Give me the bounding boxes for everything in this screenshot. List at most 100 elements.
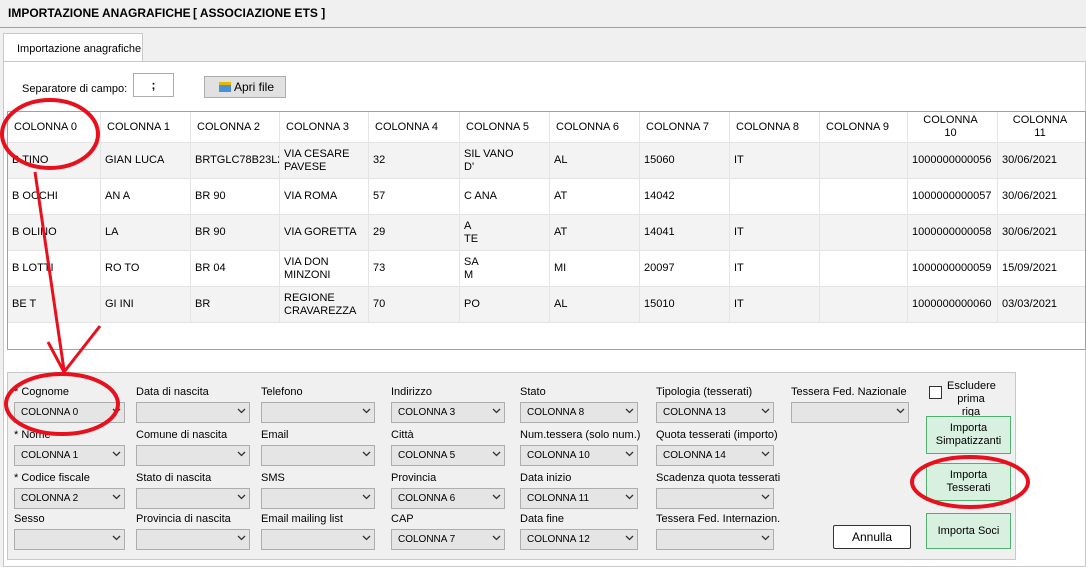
column-header[interactable]: COLONNA 11 [998,112,1085,143]
table-cell: AL [550,287,640,323]
table-cell: 1000000000058 [908,215,998,251]
field-label: Tipologia (tesserati) [656,386,753,398]
table-cell: 73 [369,251,460,287]
tab-importazione-anagrafiche[interactable]: Importazione anagrafiche [3,33,143,61]
chevron-down-icon [237,494,246,502]
column-header[interactable]: COLONNA 9 [820,112,908,143]
chevron-down-icon [761,535,770,543]
table-cell: LA [101,215,191,251]
table-cell: GI INI [101,287,191,323]
column-select[interactable] [14,529,125,550]
column-header[interactable]: COLONNA 6 [550,112,640,143]
column-select[interactable]: COLONNA 2 [14,488,125,509]
chevron-down-icon [761,451,770,459]
field-label: SMS [261,472,285,484]
field-label: Comune di nascita [136,429,228,441]
column-select[interactable] [261,488,375,509]
column-header[interactable]: COLONNA 5 [460,112,550,143]
column-select[interactable]: COLONNA 12 [520,529,638,550]
field-label: Email [261,429,289,441]
field-label: Email mailing list [261,513,343,525]
column-select[interactable]: COLONNA 6 [391,488,505,509]
column-select[interactable]: COLONNA 0 [14,402,125,423]
table-cell: IT [730,143,820,179]
table-cell: MI [550,251,640,287]
column-header[interactable]: COLONNA 2 [191,112,280,143]
column-select[interactable] [136,402,250,423]
chevron-down-icon [625,408,634,416]
table-cell [820,215,908,251]
table-cell: RO TO [101,251,191,287]
table-cell: 14041 [640,215,730,251]
table-cell: BE T [8,287,101,323]
table-cell: AN A [101,179,191,215]
field-label: Città [391,429,414,441]
field-label: Stato [520,386,546,398]
column-select-value: COLONNA 2 [21,493,79,504]
column-select[interactable]: COLONNA 8 [520,402,638,423]
column-select-value: COLONNA 12 [527,534,590,545]
column-select[interactable] [136,488,250,509]
column-select[interactable] [656,529,774,550]
table-cell: 03/03/2021 [998,287,1085,323]
table-cell [730,179,820,215]
table-cell [820,179,908,215]
table-cell: IT [730,287,820,323]
window-subtitle: [ ASSOCIAZIONE ETS ] [193,6,326,20]
column-select[interactable]: COLONNA 7 [391,529,505,550]
field-label: CAP [391,513,414,525]
column-header[interactable]: COLONNA 7 [640,112,730,143]
column-header[interactable]: COLONNA 10 [908,112,998,143]
table-cell: 1000000000059 [908,251,998,287]
column-select-value: COLONNA 14 [663,450,726,461]
column-select[interactable]: COLONNA 13 [656,402,774,423]
table-row[interactable]: B LOTTI RO TO BR 04 VIA DON MINZONI 73 SA M MI… [8,251,1085,287]
field-label: Data inizio [520,472,572,484]
column-select[interactable]: COLONNA 10 [520,445,638,466]
import-sympathizers-button[interactable]: Importa Simpatizzanti [926,416,1011,454]
table-row[interactable]: BE T GI INI BR REGIONE CRAVAREZZA 70 PO AL 150… [8,287,1085,323]
grid-header-row[interactable]: COLONNA 0 COLONNA 1 COLONNA 2 COLONNA 3 COLO… [8,112,1085,143]
exclude-first-row-checkbox[interactable] [929,386,942,399]
column-select[interactable]: COLONNA 1 [14,445,125,466]
column-header[interactable]: COLONNA 8 [730,112,820,143]
column-header[interactable]: COLONNA 4 [369,112,460,143]
table-cell: IT [730,251,820,287]
column-select[interactable]: COLONNA 3 [391,402,505,423]
column-select[interactable] [791,402,909,423]
field-label: * Nome [14,429,51,441]
separator-input[interactable]: ; [133,73,174,97]
column-select[interactable] [656,488,774,509]
chevron-down-icon [237,535,246,543]
chevron-down-icon [625,494,634,502]
column-select[interactable]: COLONNA 14 [656,445,774,466]
column-select[interactable] [261,529,375,550]
column-header[interactable]: COLONNA 1 [101,112,191,143]
data-grid[interactable]: COLONNA 0 COLONNA 1 COLONNA 2 COLONNA 3 COLO… [7,111,1086,350]
cancel-button[interactable]: Annulla [833,525,911,549]
column-select[interactable] [261,445,375,466]
table-row[interactable]: B OCCHI AN A BR 90 VIA ROMA 57 C ANA AT 14042 10… [8,179,1085,215]
table-cell [820,287,908,323]
table-row[interactable]: B TINO GIAN LUCA BRTGLC78B23L2 VIA CESARE P… [8,143,1085,179]
column-select[interactable] [261,402,375,423]
table-cell: SA M [460,251,550,287]
import-members-button[interactable]: Importa Soci [926,513,1011,549]
table-cell: B TINO [8,143,101,179]
field-label: Provincia [391,472,437,484]
column-select[interactable] [136,445,250,466]
table-cell: GIAN LUCA [101,143,191,179]
column-select-value: COLONNA 10 [527,450,590,461]
field-label: Quota tesserati (importo) [656,429,778,441]
column-select[interactable]: COLONNA 5 [391,445,505,466]
open-file-button[interactable]: Apri file [204,76,286,98]
table-cell: 1000000000056 [908,143,998,179]
column-header[interactable]: COLONNA 3 [280,112,369,143]
column-header[interactable]: COLONNA 0 [8,112,101,143]
table-row[interactable]: B OLINO LA BR 90 VIA GORETTA 29 A TE AT 14041 IT… [8,215,1085,251]
column-select[interactable]: COLONNA 11 [520,488,638,509]
import-members-card-button[interactable]: Importa Tesserati [926,463,1011,501]
chevron-down-icon [237,408,246,416]
column-select[interactable] [136,529,250,550]
table-cell: VIA DON MINZONI [280,251,369,287]
